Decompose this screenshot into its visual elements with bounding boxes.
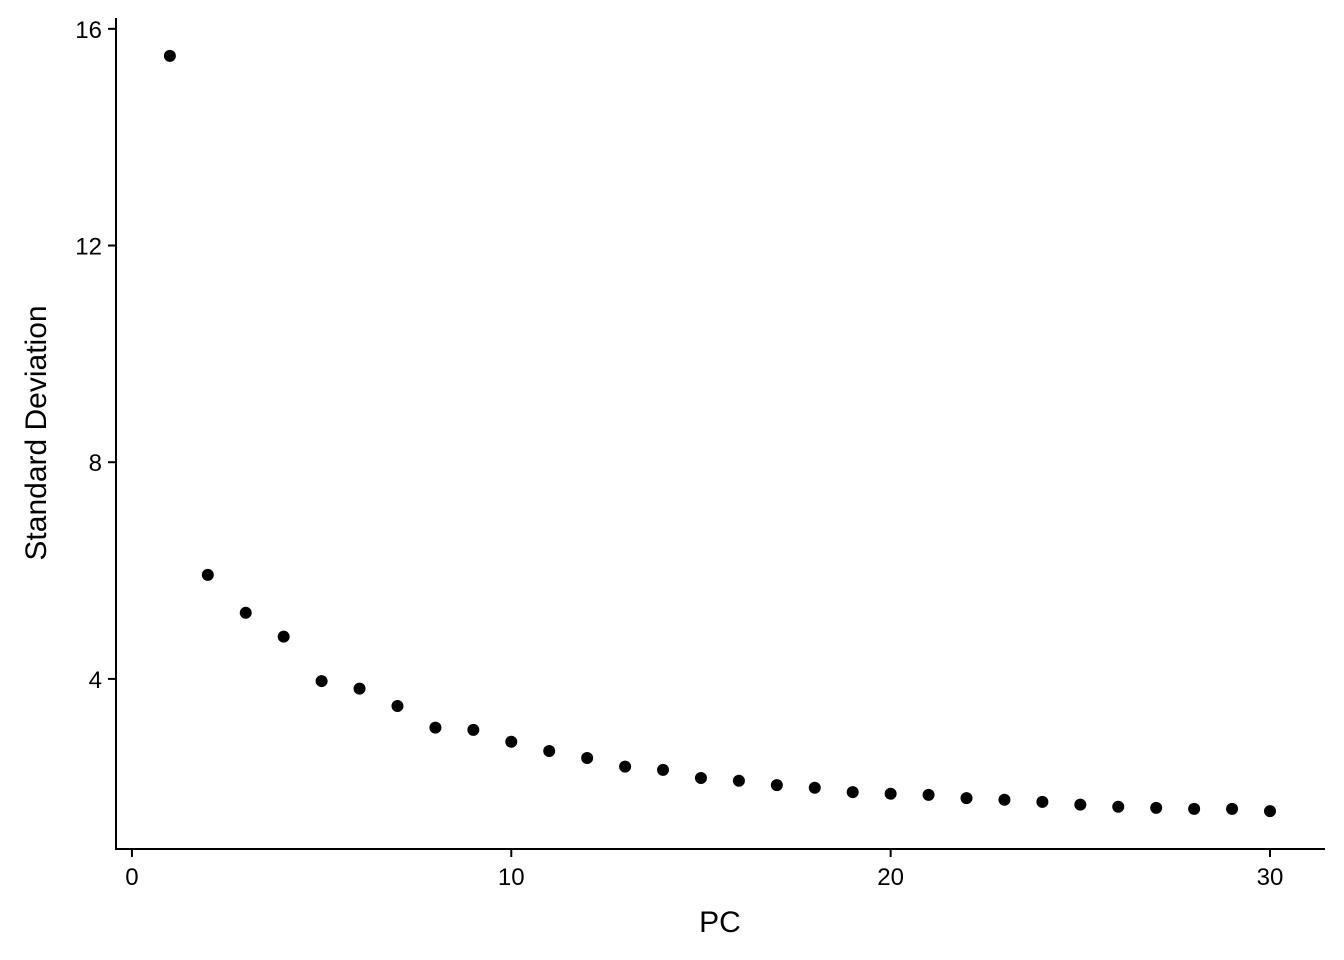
x-axis-label: PC [699,906,741,939]
data-point [1263,805,1276,818]
x-tick-label: 10 [498,864,525,891]
data-point [429,721,442,734]
data-point [619,760,632,773]
data-point [808,781,821,794]
data-point [201,568,214,581]
y-tick-label: 12 [75,234,102,261]
data-point [315,675,328,688]
data-point [1074,798,1087,811]
data-point [884,787,897,800]
data-point [581,751,594,764]
data-point [998,793,1011,806]
data-point [239,606,252,619]
data-point [163,49,176,62]
y-axis-label: Standard Deviation [20,305,53,560]
data-point [543,744,556,757]
y-tick-label: 16 [75,17,102,44]
data-point [277,630,290,643]
data-point [657,763,670,776]
y-tick-label: 4 [89,667,102,694]
data-point [391,699,404,712]
data-point [1112,800,1125,813]
data-point [467,723,480,736]
x-tick-label: 20 [877,864,904,891]
data-point [922,788,935,801]
data-point [1036,795,1049,808]
x-ticks: 0 10 20 30 [125,849,1283,891]
data-point [1226,802,1239,815]
data-point [770,779,783,792]
x-tick-label: 0 [125,864,138,891]
data-point [505,735,518,748]
data-point [1188,802,1201,815]
x-tick-label: 30 [1257,864,1284,891]
y-ticks: 4 8 12 16 [75,17,116,694]
data-point [1150,801,1163,814]
data-point [353,682,366,695]
data-point [960,792,973,805]
data-point [846,786,859,799]
data-point [732,774,745,787]
points-layer [163,49,1276,818]
y-tick-label: 8 [89,450,102,477]
data-point [694,772,707,785]
